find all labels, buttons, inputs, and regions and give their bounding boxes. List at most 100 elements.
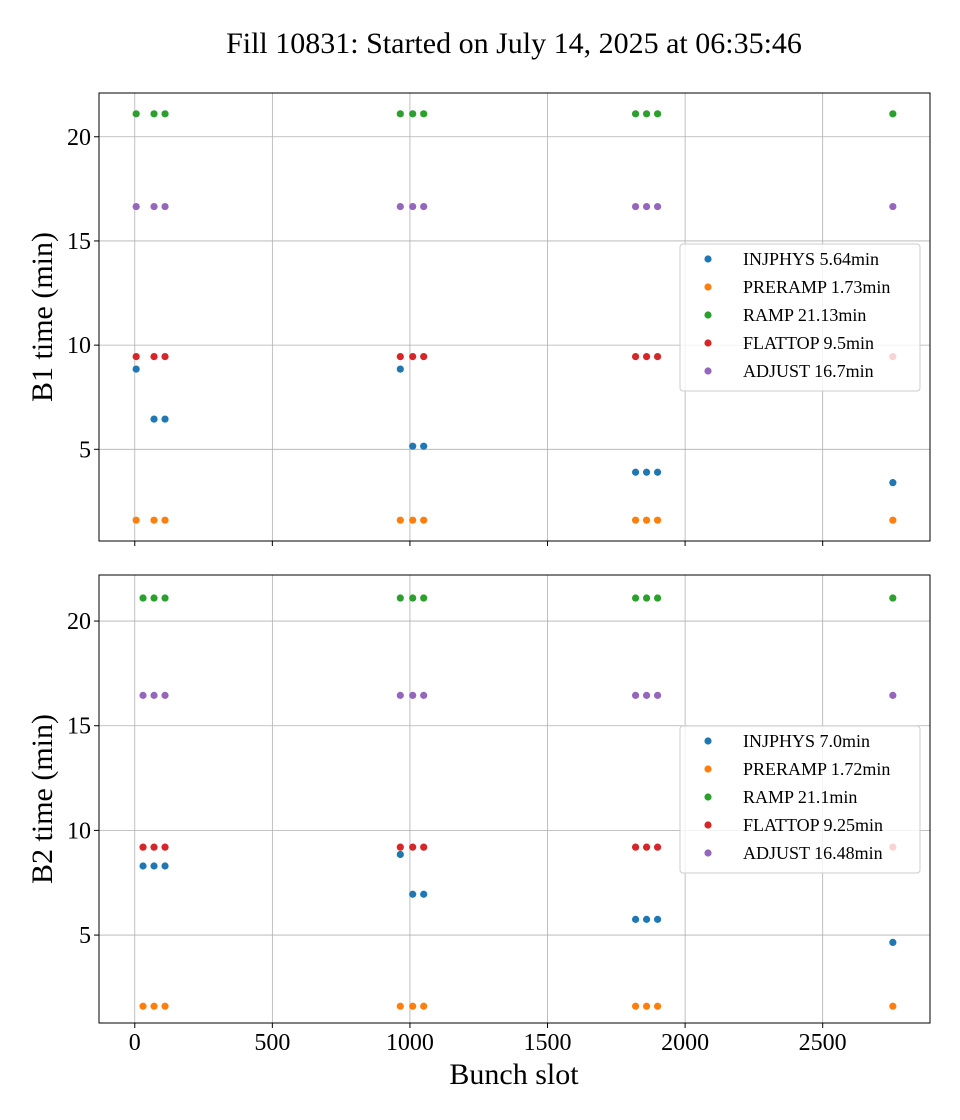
y-tick-label: 15 [67, 714, 91, 740]
data-point-ramp [150, 110, 158, 118]
data-point-preramp [889, 1002, 897, 1010]
legend-label-injphys: INJPHYS 7.0min [743, 731, 870, 751]
legend-marker-injphys [704, 255, 712, 263]
data-point-adjust [420, 691, 428, 699]
data-point-preramp [161, 1002, 169, 1010]
legend-marker-preramp [704, 765, 712, 773]
data-point-flattop [161, 352, 169, 361]
data-point-ramp [161, 110, 169, 118]
data-point-injphys [653, 915, 662, 923]
y-tick-label: 20 [67, 609, 91, 635]
data-point-preramp [409, 516, 417, 524]
legend-marker-ramp [704, 793, 712, 801]
data-point-adjust [420, 202, 428, 211]
plot-frame [98, 92, 931, 542]
data-point-preramp [631, 516, 640, 524]
legend-marker-adjust [704, 367, 712, 375]
data-point-ramp [889, 110, 897, 118]
data-point-preramp [889, 516, 897, 524]
data-point-flattop [420, 352, 428, 361]
data-point-injphys [420, 442, 428, 450]
data-point-ramp [642, 110, 651, 118]
data-point-adjust [889, 691, 897, 699]
data-point-injphys [150, 862, 158, 870]
data-point-adjust [396, 691, 404, 699]
legend-marker-preramp [704, 283, 712, 291]
data-point-injphys [889, 938, 897, 947]
data-point-ramp [631, 110, 640, 118]
legend-label-adjust: ADJUST 16.7min [743, 361, 874, 381]
legend-label-flattop: FLATTOP 9.25min [743, 815, 883, 835]
data-point-flattop [631, 352, 640, 361]
legend-marker-ramp [704, 311, 712, 319]
y-tick-label: 10 [67, 818, 91, 844]
data-point-injphys [150, 415, 158, 423]
data-point-ramp [631, 594, 640, 602]
data-point-adjust [132, 202, 140, 211]
data-point-injphys [631, 468, 640, 476]
x-tick-label: 2500 [799, 1030, 847, 1056]
data-point-preramp [642, 1002, 651, 1010]
data-point-flattop [396, 352, 404, 361]
x-tick-label: 1500 [524, 1030, 572, 1056]
data-point-injphys [396, 365, 404, 373]
data-point-preramp [161, 516, 169, 524]
data-point-adjust [642, 691, 651, 699]
data-point-ramp [150, 594, 158, 602]
x-tick-label: 1000 [386, 1030, 434, 1056]
data-point-ramp [889, 594, 897, 602]
x-axis-label: Bunch slot [449, 1058, 579, 1091]
data-point-adjust [150, 202, 158, 211]
data-point-ramp [420, 110, 428, 118]
data-point-ramp [653, 594, 662, 602]
data-point-injphys [161, 862, 169, 870]
data-point-ramp [420, 594, 428, 602]
legend-label-ramp: RAMP 21.1min [743, 787, 857, 807]
legend-marker-adjust [704, 849, 712, 857]
data-point-injphys [642, 915, 651, 923]
data-point-injphys [396, 850, 404, 859]
data-point-injphys [132, 365, 140, 373]
data-point-ramp [139, 594, 147, 602]
legend-label-injphys: INJPHYS 5.64min [743, 249, 879, 269]
data-point-ramp [396, 594, 404, 602]
figure-title: Fill 10831: Started on July 14, 2025 at … [226, 27, 802, 60]
legend-label-preramp: PRERAMP 1.73min [743, 277, 890, 297]
data-point-adjust [139, 691, 147, 699]
y-tick-label: 20 [67, 125, 91, 151]
data-point-preramp [132, 516, 140, 524]
data-point-ramp [409, 110, 417, 118]
data-point-flattop [139, 843, 147, 851]
data-point-flattop [150, 352, 158, 361]
data-point-adjust [631, 202, 640, 211]
panel-b1: 5 10 15 20 B1 time (min) INJPHYS 5.64min PRERA… [26, 92, 931, 546]
data-point-preramp [653, 516, 662, 524]
data-point-preramp [396, 1002, 404, 1010]
data-point-flattop [409, 352, 417, 361]
data-point-injphys [642, 468, 651, 476]
legend-label-flattop: FLATTOP 9.5min [743, 333, 874, 353]
data-point-preramp [642, 516, 651, 524]
data-point-ramp [396, 110, 404, 118]
data-point-injphys [653, 468, 662, 476]
y-tick-label: 15 [67, 229, 91, 255]
data-point-adjust [409, 691, 417, 699]
data-point-adjust [653, 202, 662, 211]
legend-label-ramp: RAMP 21.13min [743, 305, 866, 325]
data-point-flattop [642, 843, 651, 851]
data-point-adjust [889, 202, 897, 211]
y-axis-label: B2 time (min) [26, 714, 59, 884]
data-point-preramp [150, 1002, 158, 1010]
data-point-adjust [653, 691, 662, 699]
data-point-preramp [409, 1002, 417, 1010]
data-point-injphys [409, 890, 417, 898]
data-point-flattop [653, 352, 662, 361]
data-point-preramp [653, 1002, 662, 1010]
x-tick-label: 2000 [661, 1030, 709, 1056]
data-point-preramp [631, 1002, 640, 1010]
legend-box [679, 725, 921, 874]
data-point-flattop [420, 843, 428, 851]
legend-marker-flattop [704, 339, 712, 347]
data-point-injphys [139, 862, 147, 870]
